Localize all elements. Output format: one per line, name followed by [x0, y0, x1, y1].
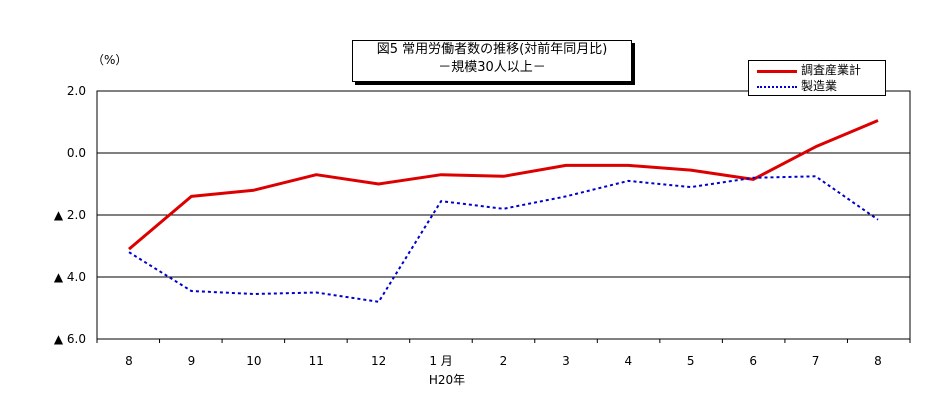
x-tick-label: 8 — [874, 354, 882, 368]
series-lines — [128, 119, 879, 303]
y-axis-ticks: 2.0 0.0 ▲ 2.0 ▲ 4.0 ▲ 6.0 — [54, 84, 86, 346]
y-tick-label: ▲ 6.0 — [54, 332, 86, 346]
y-unit-label: （%） — [92, 53, 127, 67]
x-tick-label: 2 — [500, 354, 508, 368]
x-tick-label: 10 — [246, 354, 261, 368]
y-tick-label: 0.0 — [67, 146, 86, 160]
y-tick-label: 2.0 — [67, 84, 86, 98]
y-tick-label: ▲ 4.0 — [54, 270, 86, 284]
x-tick-label: 1 月 — [429, 354, 452, 368]
plot-area-frame — [96, 90, 911, 340]
x-tick-label: 11 — [309, 354, 324, 368]
x-axis-sublabel: H20年 — [429, 373, 465, 387]
chart-subtitle: －規模30人以上－ — [438, 60, 546, 75]
series-line-0 — [128, 119, 879, 251]
x-tick-label: 9 — [188, 354, 196, 368]
x-tick-label: 4 — [625, 354, 633, 368]
chart-title-box: 図5 常用労働者数の推移(対前年同月比) －規模30人以上－ — [352, 40, 632, 82]
legend-label-1: 製造業 — [801, 79, 838, 93]
legend-item-0: 調査産業計 — [749, 62, 885, 78]
chart-title: 図5 常用労働者数の推移(対前年同月比) — [376, 42, 608, 57]
series-line-1 — [128, 175, 879, 303]
legend-swatch-1 — [757, 86, 797, 88]
x-tick-label: 3 — [562, 354, 570, 368]
legend-label-0: 調査産業計 — [801, 63, 862, 77]
x-tick-label: 6 — [749, 354, 757, 368]
x-tick-label: 7 — [812, 354, 820, 368]
legend: 調査産業計 製造業 — [748, 60, 886, 96]
y-tick-label: ▲ 2.0 — [54, 208, 86, 222]
x-tick-label: 5 — [687, 354, 695, 368]
x-axis-ticks: 8 9 10 11 12 1 月 2 3 4 5 6 7 8 — [96, 339, 911, 368]
x-tick-label: 12 — [371, 354, 386, 368]
grid-lines — [97, 152, 910, 278]
legend-swatch-0 — [757, 70, 797, 73]
x-tick-label: 8 — [125, 354, 133, 368]
legend-item-1: 製造業 — [749, 78, 885, 94]
